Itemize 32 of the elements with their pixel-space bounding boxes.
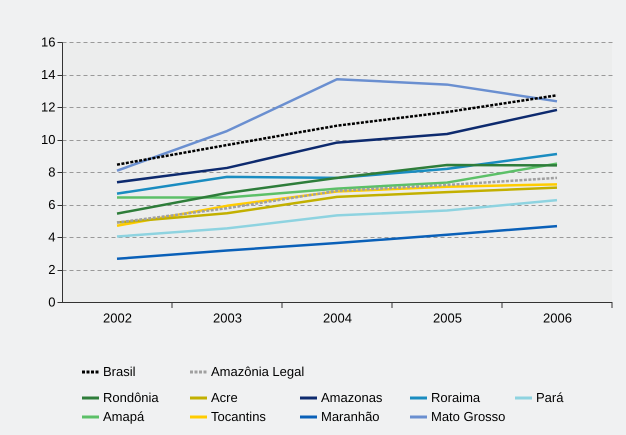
line-series bbox=[116, 198, 558, 238]
y-tick-label: 8 bbox=[48, 164, 56, 180]
line-series bbox=[116, 94, 558, 166]
y-tick-label: 0 bbox=[48, 294, 56, 310]
line-series bbox=[116, 164, 558, 215]
legend-label: Acre bbox=[211, 390, 238, 405]
legend-label: Rondônia bbox=[103, 390, 160, 405]
legend-label: Amazonas bbox=[321, 390, 383, 405]
x-tick-label: 2005 bbox=[433, 310, 462, 326]
x-tick-label: 2004 bbox=[323, 310, 352, 326]
legend-label: Maranhão bbox=[321, 409, 380, 424]
legend-label: Pará bbox=[536, 390, 564, 405]
legend-label: Amazônia Legal bbox=[211, 364, 304, 379]
y-tick-label: 4 bbox=[48, 230, 56, 244]
legend-label: Mato Grosso bbox=[431, 409, 506, 424]
x-tick-label: 2003 bbox=[213, 310, 242, 326]
y-tick-label: 2 bbox=[48, 262, 56, 277]
line-series bbox=[116, 108, 558, 184]
y-tick-label: 16 bbox=[41, 34, 56, 50]
x-tick-label: 2006 bbox=[543, 310, 572, 326]
legend-label: Roraima bbox=[431, 390, 481, 405]
legend-label: Brasil bbox=[103, 364, 136, 379]
legend-label: Tocantins bbox=[211, 409, 266, 424]
y-tick-label: 12 bbox=[41, 100, 56, 114]
y-tick-label: 6 bbox=[48, 197, 56, 212]
y-tick-label: 14 bbox=[41, 67, 56, 82]
line-series bbox=[116, 224, 558, 260]
line-series bbox=[116, 78, 558, 172]
legend-label: Amapá bbox=[103, 409, 145, 424]
y-tick-label: 10 bbox=[41, 132, 56, 147]
x-tick-label: 2002 bbox=[103, 310, 132, 326]
line-series bbox=[116, 162, 558, 199]
